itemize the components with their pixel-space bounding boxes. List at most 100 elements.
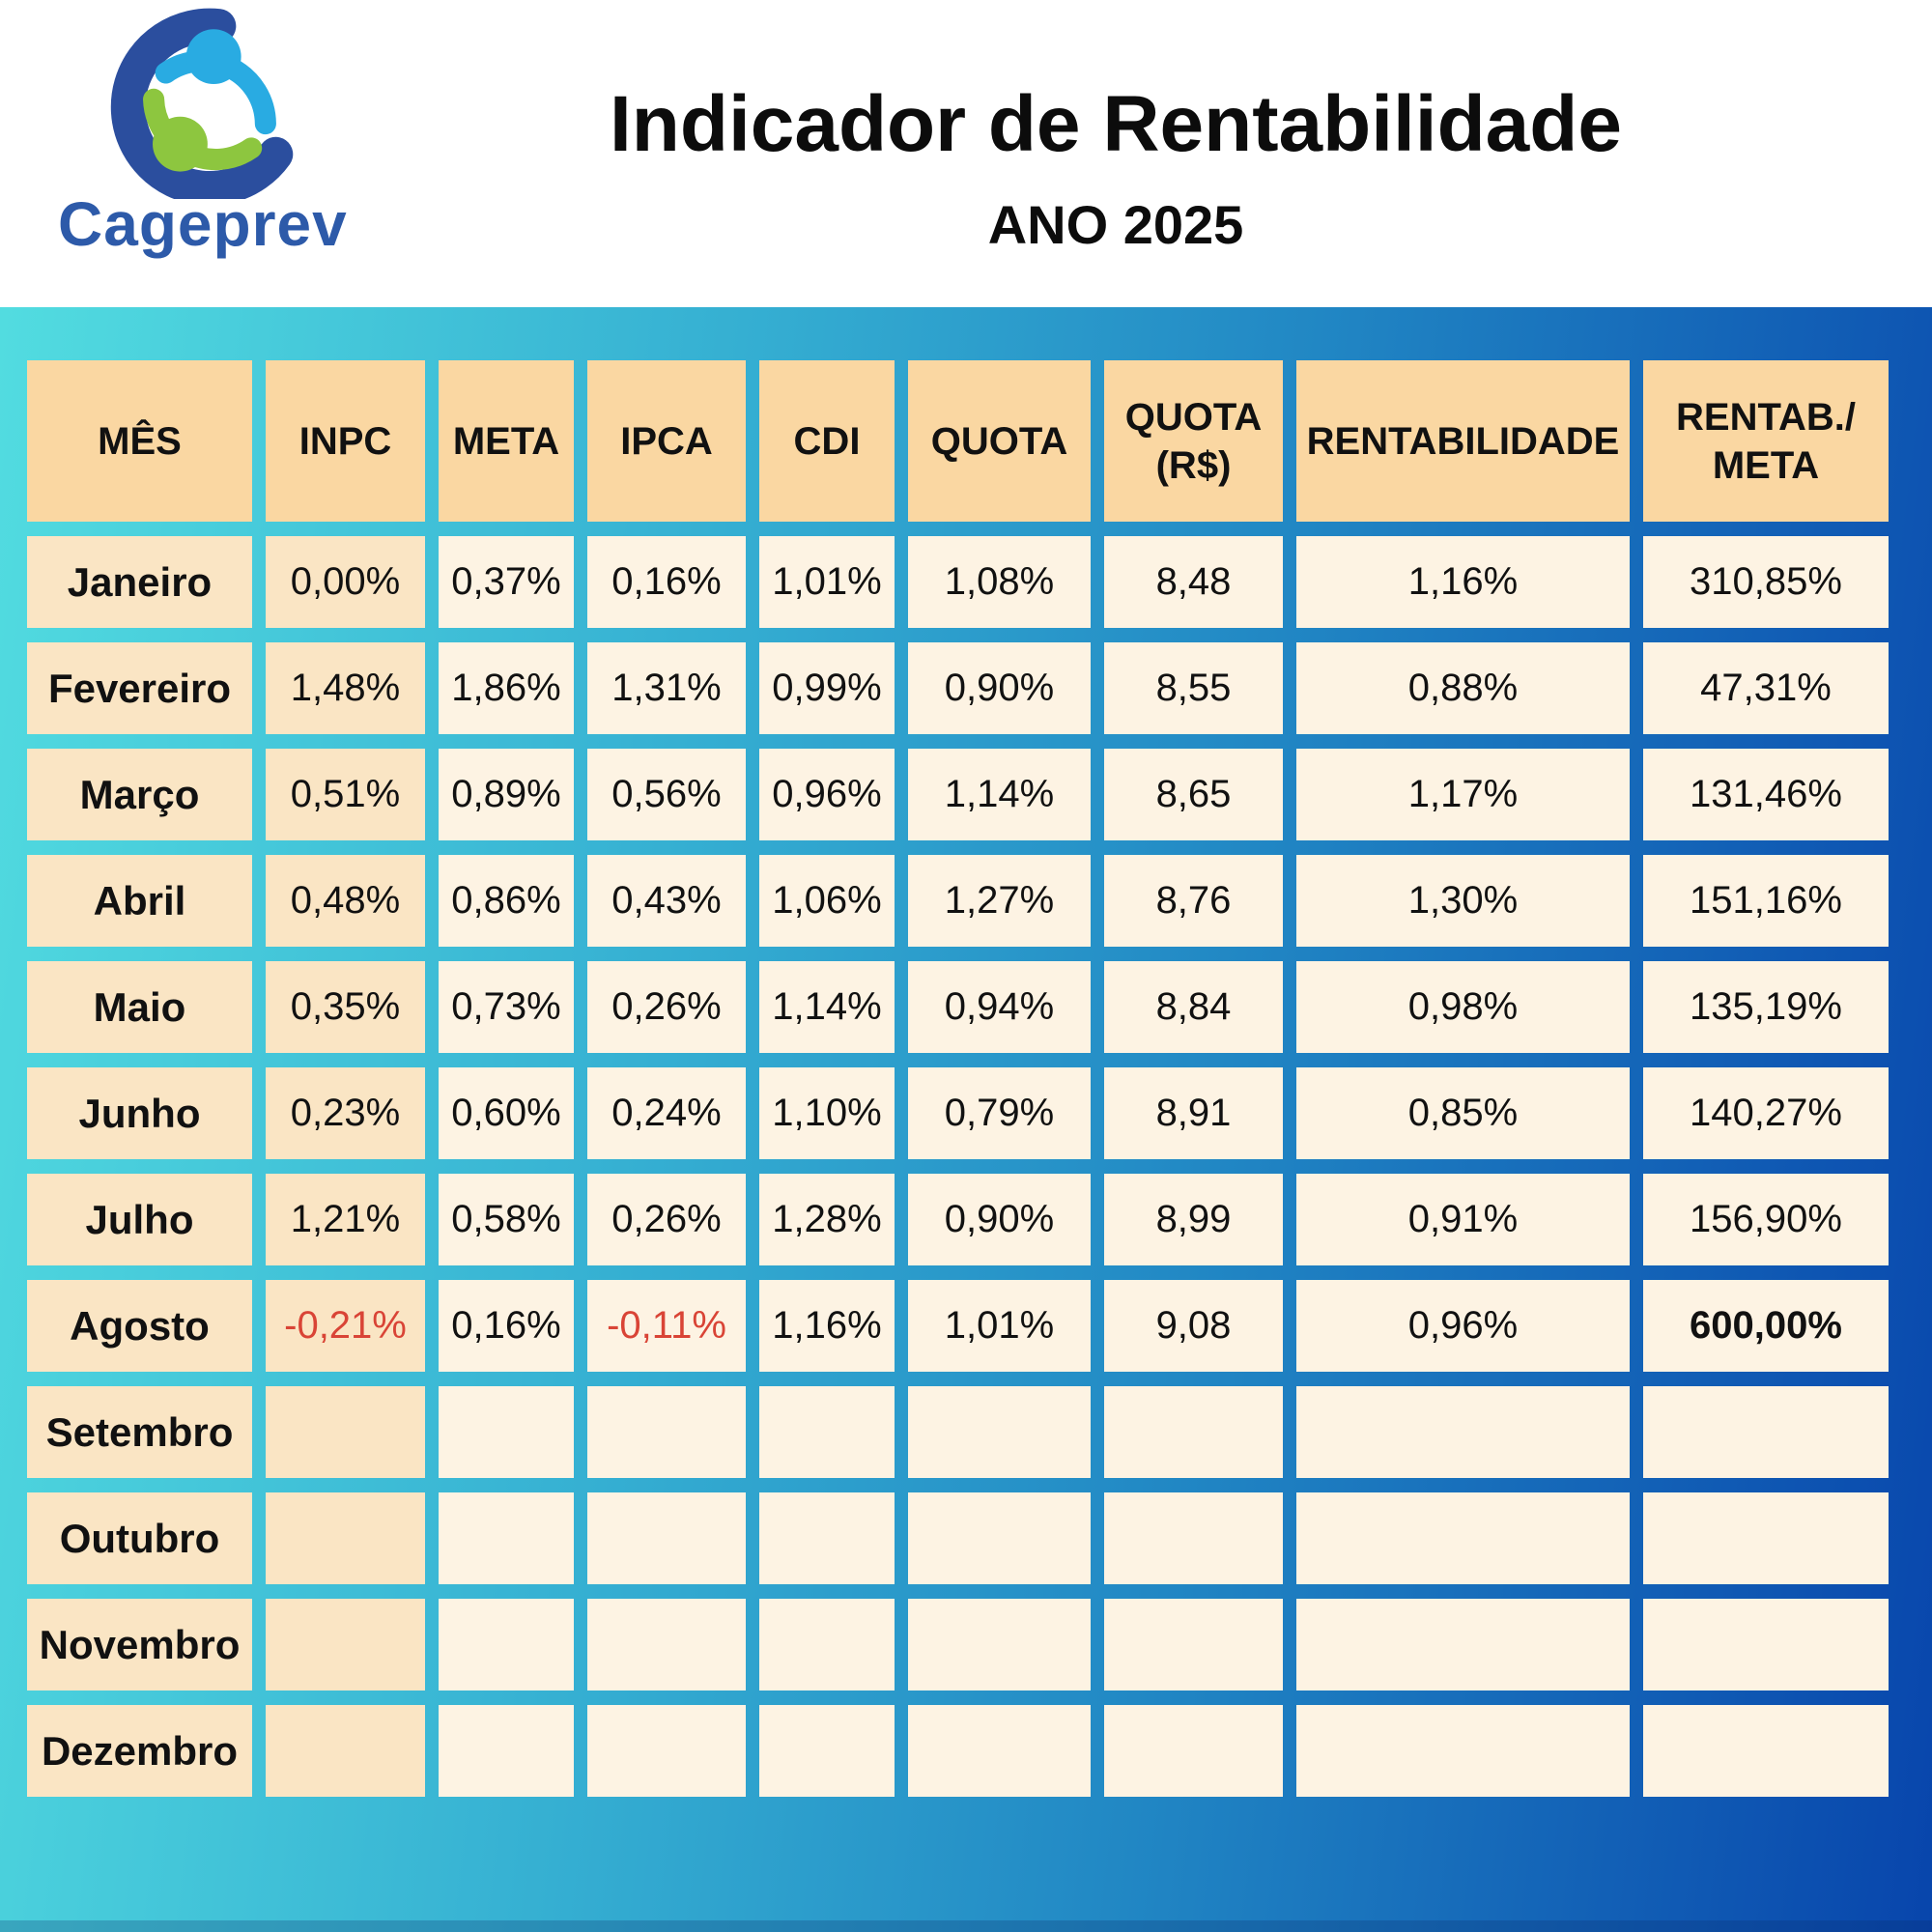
cell-maio-inpc: 0,35% <box>266 961 425 1053</box>
cell-julho-cdi: 1,28% <box>759 1174 895 1265</box>
cell-abril-cdi: 1,06% <box>759 855 895 947</box>
column-header-mes: MÊS <box>27 360 252 522</box>
cell-novembro-quota <box>908 1599 1091 1690</box>
cell-novembro-cdi <box>759 1599 895 1690</box>
cell-fevereiro-rentabilidade: 0,88% <box>1296 642 1630 734</box>
cell-abril-quota-r: 8,76 <box>1104 855 1283 947</box>
cell-junho-rentab-meta: 140,27% <box>1643 1067 1889 1159</box>
cell-marco-rentabilidade: 1,17% <box>1296 749 1630 840</box>
cell-abril-rentab-meta: 151,16% <box>1643 855 1889 947</box>
cell-dezembro-meta <box>439 1705 574 1797</box>
cell-fevereiro-ipca: 1,31% <box>587 642 746 734</box>
page-subtitle: ANO 2025 <box>987 194 1244 256</box>
cell-julho-rentabilidade: 0,91% <box>1296 1174 1630 1265</box>
bottom-shade <box>0 1920 1932 1932</box>
column-header-quota: QUOTA <box>908 360 1091 522</box>
cell-maio-rentab-meta: 135,19% <box>1643 961 1889 1053</box>
cell-setembro-quota-r <box>1104 1386 1283 1478</box>
column-header-ipca: IPCA <box>587 360 746 522</box>
cell-fevereiro-cdi: 0,99% <box>759 642 895 734</box>
cell-maio-rentabilidade: 0,98% <box>1296 961 1630 1053</box>
row-label-junho: Junho <box>27 1067 252 1159</box>
column-header-quota-r: QUOTA (R$) <box>1104 360 1283 522</box>
cell-setembro-quota <box>908 1386 1091 1478</box>
cell-dezembro-ipca <box>587 1705 746 1797</box>
cell-maio-quota: 0,94% <box>908 961 1091 1053</box>
row-label-janeiro: Janeiro <box>27 536 252 628</box>
cell-outubro-meta <box>439 1492 574 1584</box>
cell-setembro-cdi <box>759 1386 895 1478</box>
cell-junho-quota: 0,79% <box>908 1067 1091 1159</box>
cageprev-logo-icon <box>110 8 294 199</box>
cell-junho-rentabilidade: 0,85% <box>1296 1067 1630 1159</box>
column-header-rentab-meta: RENTAB./ META <box>1643 360 1889 522</box>
cell-agosto-quota-r: 9,08 <box>1104 1280 1283 1372</box>
brand-name: Cageprev <box>58 189 348 259</box>
cell-outubro-rentabilidade <box>1296 1492 1630 1584</box>
top-band: Cageprev Indicador de Rentabilidade ANO … <box>0 0 1932 307</box>
row-label-outubro: Outubro <box>27 1492 252 1584</box>
cell-junho-cdi: 1,10% <box>759 1067 895 1159</box>
cell-novembro-inpc <box>266 1599 425 1690</box>
cell-marco-inpc: 0,51% <box>266 749 425 840</box>
cell-agosto-ipca: -0,11% <box>587 1280 746 1372</box>
cell-agosto-meta: 0,16% <box>439 1280 574 1372</box>
row-label-dezembro: Dezembro <box>27 1705 252 1797</box>
cell-agosto-quota: 1,01% <box>908 1280 1091 1372</box>
cell-janeiro-quota: 1,08% <box>908 536 1091 628</box>
cell-junho-inpc: 0,23% <box>266 1067 425 1159</box>
cell-maio-meta: 0,73% <box>439 961 574 1053</box>
cell-junho-quota-r: 8,91 <box>1104 1067 1283 1159</box>
cell-abril-ipca: 0,43% <box>587 855 746 947</box>
cell-agosto-inpc: -0,21% <box>266 1280 425 1372</box>
page-title: Indicador de Rentabilidade <box>610 80 1622 168</box>
cell-outubro-inpc <box>266 1492 425 1584</box>
cell-setembro-inpc <box>266 1386 425 1478</box>
cell-janeiro-rentabilidade: 1,16% <box>1296 536 1630 628</box>
cell-janeiro-cdi: 1,01% <box>759 536 895 628</box>
cell-agosto-rentab-meta: 600,00% <box>1643 1280 1889 1372</box>
cell-julho-inpc: 1,21% <box>266 1174 425 1265</box>
cell-dezembro-rentabilidade <box>1296 1705 1630 1797</box>
cell-abril-rentabilidade: 1,30% <box>1296 855 1630 947</box>
cell-junho-ipca: 0,24% <box>587 1067 746 1159</box>
cell-novembro-ipca <box>587 1599 746 1690</box>
column-header-meta: META <box>439 360 574 522</box>
row-label-novembro: Novembro <box>27 1599 252 1690</box>
row-label-abril: Abril <box>27 855 252 947</box>
cell-novembro-rentab-meta <box>1643 1599 1889 1690</box>
cell-marco-quota: 1,14% <box>908 749 1091 840</box>
cell-abril-quota: 1,27% <box>908 855 1091 947</box>
column-header-cdi: CDI <box>759 360 895 522</box>
cell-marco-quota-r: 8,65 <box>1104 749 1283 840</box>
cell-setembro-meta <box>439 1386 574 1478</box>
cell-maio-ipca: 0,26% <box>587 961 746 1053</box>
cell-outubro-rentab-meta <box>1643 1492 1889 1584</box>
cell-outubro-ipca <box>587 1492 746 1584</box>
cell-maio-quota-r: 8,84 <box>1104 961 1283 1053</box>
cell-junho-meta: 0,60% <box>439 1067 574 1159</box>
cell-setembro-rentab-meta <box>1643 1386 1889 1478</box>
cell-outubro-quota-r <box>1104 1492 1283 1584</box>
table-area: MÊS INPC META IPCA CDI QUOTA QUOTA (R$) RENTABI… <box>0 307 1932 1932</box>
row-label-julho: Julho <box>27 1174 252 1265</box>
cageprev-logo: Cageprev <box>58 6 425 296</box>
row-label-setembro: Setembro <box>27 1386 252 1478</box>
row-label-marco: Março <box>27 749 252 840</box>
cell-fevereiro-rentab-meta: 47,31% <box>1643 642 1889 734</box>
cell-julho-quota: 0,90% <box>908 1174 1091 1265</box>
cell-fevereiro-meta: 1,86% <box>439 642 574 734</box>
cell-janeiro-rentab-meta: 310,85% <box>1643 536 1889 628</box>
cell-julho-meta: 0,58% <box>439 1174 574 1265</box>
cell-janeiro-meta: 0,37% <box>439 536 574 628</box>
column-header-rentabilidade: RENTABILIDADE <box>1296 360 1630 522</box>
cell-janeiro-quota-r: 8,48 <box>1104 536 1283 628</box>
cell-setembro-ipca <box>587 1386 746 1478</box>
cell-maio-cdi: 1,14% <box>759 961 895 1053</box>
cell-abril-inpc: 0,48% <box>266 855 425 947</box>
cell-marco-rentab-meta: 131,46% <box>1643 749 1889 840</box>
cell-outubro-quota <box>908 1492 1091 1584</box>
cell-fevereiro-quota: 0,90% <box>908 642 1091 734</box>
row-label-maio: Maio <box>27 961 252 1053</box>
cell-outubro-cdi <box>759 1492 895 1584</box>
